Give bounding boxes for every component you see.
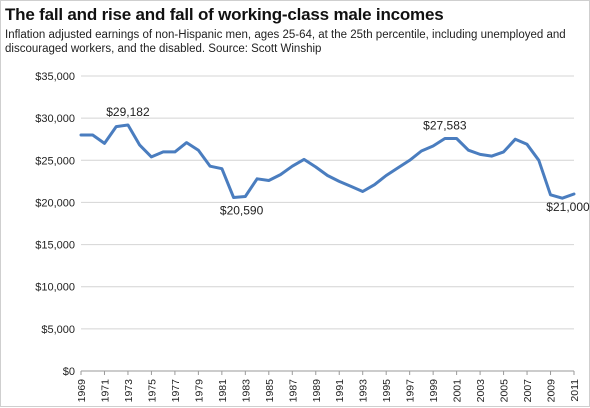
y-tick-label: $10,000	[35, 282, 75, 294]
annotation-label: $21,000	[546, 200, 590, 214]
x-tick-label: 1987	[287, 379, 299, 403]
x-tick-label: 1971	[99, 379, 111, 403]
series-line-path	[79, 123, 576, 200]
x-tick-label: 1969	[76, 379, 88, 403]
chart-subtitle: Inflation adjusted earnings of non-Hispa…	[5, 29, 566, 55]
x-tick-label: 1999	[428, 379, 440, 403]
x-tick-label: 2007	[522, 379, 534, 403]
annotations: $29,182 $20,590 $27,583 $21,000	[106, 105, 590, 217]
x-tick-label: 1983	[240, 379, 252, 403]
x-tick-label: 1975	[146, 379, 158, 403]
x-tick-label: 1991	[334, 379, 346, 403]
gridlines	[81, 75, 574, 372]
x-tick-label: 1973	[123, 379, 135, 403]
x-tick-label: 2011	[569, 379, 581, 402]
y-tick-label: $30,000	[35, 113, 75, 125]
x-tick-label: 2003	[475, 379, 487, 403]
series-line	[79, 123, 576, 200]
y-tick-label: $5,000	[41, 324, 75, 336]
x-tick-label: 1979	[193, 379, 205, 403]
y-tick-label: $15,000	[35, 240, 75, 252]
y-axis-ticks: $0 $5,000 $10,000 $15,000 $20,000 $25,000 $30,…	[35, 71, 75, 378]
x-tick-label: 1993	[358, 379, 370, 403]
x-tick-label: 2009	[546, 379, 558, 403]
x-tick-label: 1985	[264, 379, 276, 403]
y-tick-label: $20,000	[35, 197, 75, 209]
y-tick-label: $35,000	[35, 71, 75, 83]
annotation-label: $29,182	[106, 105, 150, 119]
x-axis-ticks: 1969 1971 1973 1975 1977 1979 1981 1983 1985 1987…	[76, 371, 581, 402]
annotation-label: $20,590	[220, 203, 264, 217]
x-tick-label: 1995	[381, 379, 393, 403]
x-tick-label: 2005	[499, 379, 511, 403]
chart-title: The fall and rise and fall of working-cl…	[5, 5, 444, 24]
x-tick-label: 1981	[217, 379, 229, 403]
y-tick-label: $25,000	[35, 155, 75, 167]
annotation-label: $27,583	[423, 119, 467, 133]
x-tick-label: 1989	[311, 379, 323, 403]
x-tick-label: 2001	[452, 379, 464, 403]
x-tick-label: 1977	[170, 379, 182, 403]
x-tick-label: 1997	[405, 379, 417, 403]
y-tick-label: $0	[63, 366, 75, 378]
